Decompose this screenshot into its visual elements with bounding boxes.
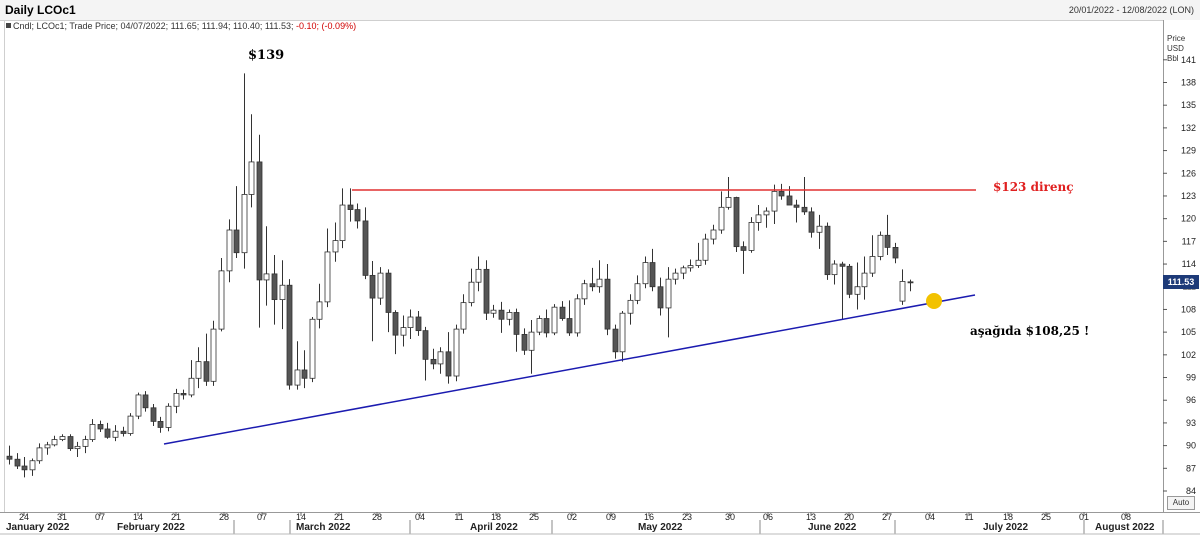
candle-style-icon bbox=[6, 23, 11, 28]
axis-unit-volume: Bbl bbox=[1167, 54, 1179, 63]
axis-unit-currency: USD bbox=[1167, 44, 1184, 53]
chart-title: Daily LCOc1 bbox=[5, 3, 76, 17]
resistance-label: $123 direnç bbox=[993, 180, 1074, 194]
ohlc-change: -0.10; (-0.09%) bbox=[296, 21, 357, 31]
chart-area[interactable] bbox=[4, 20, 1164, 512]
last-price-box: 111.53 bbox=[1163, 275, 1199, 289]
auto-scale-button[interactable]: Auto bbox=[1167, 496, 1195, 510]
support-label: aşağıda $108,25 ! bbox=[970, 324, 1090, 338]
date-range: 20/01/2022 - 12/08/2022 (LON) bbox=[1068, 5, 1194, 15]
ohlc-values: Cndl; LCOc1; Trade Price; 04/07/2022; 11… bbox=[13, 21, 294, 31]
price-axis[interactable] bbox=[1163, 20, 1200, 512]
axis-unit-price: Price bbox=[1167, 34, 1186, 43]
ohlc-readout: Cndl; LCOc1; Trade Price; 04/07/2022; 11… bbox=[6, 21, 356, 31]
title-bar: Daily LCOc1 20/01/2022 - 12/08/2022 (LON… bbox=[0, 0, 1200, 21]
time-axis[interactable] bbox=[0, 512, 1200, 548]
axis-units: Price USD Bbl bbox=[1167, 34, 1185, 64]
peak-label: $139 bbox=[248, 48, 285, 63]
